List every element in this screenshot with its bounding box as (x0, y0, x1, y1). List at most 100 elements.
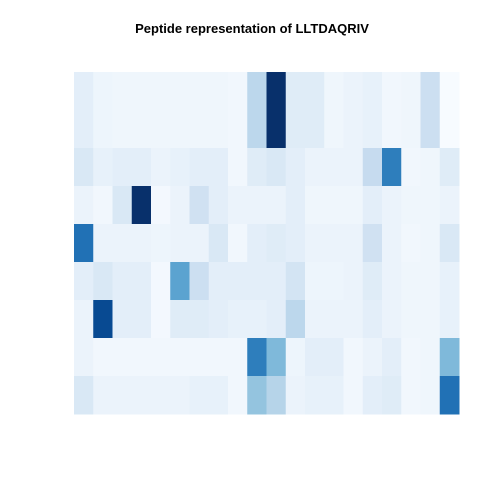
chart-title: Peptide representation of LLTDAQRIV (135, 21, 369, 36)
heatmap-cell-r1-c3 (131, 110, 152, 149)
heatmap-cell-r6-c14 (343, 300, 364, 339)
heatmap-cell-r2-c12 (305, 148, 325, 187)
heatmap-cell-r3-c7 (208, 186, 229, 225)
heatmap-cell-r1-c13 (324, 110, 344, 149)
heatmap-cell-r5-c0 (74, 262, 94, 301)
heatmap-cell-r5-c6 (189, 262, 210, 301)
heatmap-cell-r8-c8 (228, 376, 248, 415)
heatmap-cell-r7-c4 (151, 338, 171, 377)
heatmap-cell-r8-c0 (74, 376, 94, 415)
heatmap-cell-r1-c4 (151, 110, 171, 149)
heatmap-cell-r7-c8 (228, 338, 248, 377)
heatmap-cell-r0-c10 (266, 72, 287, 111)
heatmap-cell-r1-c2 (112, 110, 133, 149)
heatmap-cell-r2-c9 (247, 148, 267, 187)
heatmap-cell-r7-c12 (305, 338, 325, 377)
heatmap-cell-r0-c15 (362, 72, 383, 111)
heatmap-cell-r5-c10 (266, 262, 287, 301)
heatmap-cell-r3-c6 (189, 186, 210, 225)
heatmap-cell-r8-c4 (151, 376, 171, 415)
heatmap-cell-r5-c14 (343, 262, 364, 301)
heatmap-cell-r3-c8 (228, 186, 248, 225)
heatmap-cell-r1-c15 (362, 110, 383, 149)
heatmap-cell-r3-c4 (151, 186, 171, 225)
heatmap-cell-r2-c10 (266, 148, 287, 187)
heatmap-cell-r3-c13 (324, 186, 344, 225)
heatmap-cell-r4-c10 (266, 224, 287, 263)
heatmap-cell-r0-c17 (401, 72, 421, 111)
heatmap-cell-r2-c3 (131, 148, 152, 187)
heatmap-cell-r0-c9 (247, 72, 267, 111)
heatmap-cell-r7-c14 (343, 338, 364, 377)
heatmap-cell-r8-c1 (93, 376, 113, 415)
heatmap-cell-r4-c9 (247, 224, 267, 263)
heatmap-cell-r2-c19 (439, 148, 460, 187)
heatmap-cell-r1-c8 (228, 110, 248, 149)
heatmap-cell-r4-c0 (74, 224, 94, 263)
heatmap-cell-r4-c12 (305, 224, 325, 263)
heatmap-cell-r8-c13 (324, 376, 344, 415)
heatmap-cell-r5-c16 (382, 262, 402, 301)
heatmap-cell-r6-c9 (247, 300, 267, 339)
heatmap-cell-r3-c3 (131, 186, 152, 225)
heatmap-cell-r6-c0 (74, 300, 94, 339)
heatmap-cell-r2-c5 (170, 148, 190, 187)
heatmap-cell-r1-c7 (208, 110, 229, 149)
heatmap-cell-r4-c14 (343, 224, 364, 263)
heatmap-cell-r8-c7 (208, 376, 229, 415)
heatmap-cell-r3-c18 (420, 186, 441, 225)
heatmap-cell-r0-c1 (93, 72, 113, 111)
heatmap-cell-r1-c9 (247, 110, 267, 149)
heatmap-cell-r3-c14 (343, 186, 364, 225)
heatmap-cell-r0-c11 (285, 72, 306, 111)
heatmap-cell-r5-c7 (208, 262, 229, 301)
heatmap-cell-r8-c18 (420, 376, 441, 415)
heatmap-cell-r6-c6 (189, 300, 210, 339)
heatmap-cell-r3-c12 (305, 186, 325, 225)
heatmap-cell-r1-c11 (285, 110, 306, 149)
heatmap-cell-r1-c12 (305, 110, 325, 149)
heatmap-cell-r1-c14 (343, 110, 364, 149)
heatmap-cell-r4-c13 (324, 224, 344, 263)
heatmap-cell-r4-c1 (93, 224, 113, 263)
heatmap-cell-r1-c10 (266, 110, 287, 149)
heatmap-cell-r8-c11 (285, 376, 306, 415)
heatmap-cell-r2-c2 (112, 148, 133, 187)
heatmap-cell-r8-c12 (305, 376, 325, 415)
heatmap-cell-r0-c3 (131, 72, 152, 111)
heatmap-cell-r7-c3 (131, 338, 152, 377)
heatmap-cell-r0-c12 (305, 72, 325, 111)
heatmap-cell-r5-c13 (324, 262, 344, 301)
heatmap-cell-r5-c9 (247, 262, 267, 301)
heatmap-cell-r0-c16 (382, 72, 402, 111)
heatmap-cell-r1-c17 (401, 110, 421, 149)
heatmap-cell-r4-c2 (112, 224, 133, 263)
heatmap-cell-r8-c6 (189, 376, 210, 415)
heatmap-cell-r5-c2 (112, 262, 133, 301)
heatmap-cell-r0-c6 (189, 72, 210, 111)
heatmap-cell-r4-c18 (420, 224, 441, 263)
heatmap-cell-r3-c0 (74, 186, 94, 225)
heatmap-cell-r3-c19 (439, 186, 460, 225)
heatmap-cell-r7-c10 (266, 338, 287, 377)
heatmap-cell-r3-c5 (170, 186, 190, 225)
heatmap-cell-r6-c11 (285, 300, 306, 339)
heatmap-cell-r3-c9 (247, 186, 267, 225)
heatmap-cell-r6-c12 (305, 300, 325, 339)
heatmap-cell-r0-c19 (439, 72, 460, 111)
heatmap-cell-r2-c13 (324, 148, 344, 187)
heatmap-cell-r4-c7 (208, 224, 229, 263)
heatmap-cell-r6-c15 (362, 300, 383, 339)
heatmap-cell-r3-c16 (382, 186, 402, 225)
heatmap-cell-r7-c11 (285, 338, 306, 377)
heatmap-cell-r7-c6 (189, 338, 210, 377)
heatmap-cell-r5-c19 (439, 262, 460, 301)
heatmap-cell-r6-c7 (208, 300, 229, 339)
heatmap-cell-r5-c8 (228, 262, 248, 301)
heatmap-cell-r7-c16 (382, 338, 402, 377)
heatmap-cell-r5-c17 (401, 262, 421, 301)
heatmap-cell-r8-c3 (131, 376, 152, 415)
heatmap-cell-r7-c1 (93, 338, 113, 377)
heatmap-cell-r4-c3 (131, 224, 152, 263)
